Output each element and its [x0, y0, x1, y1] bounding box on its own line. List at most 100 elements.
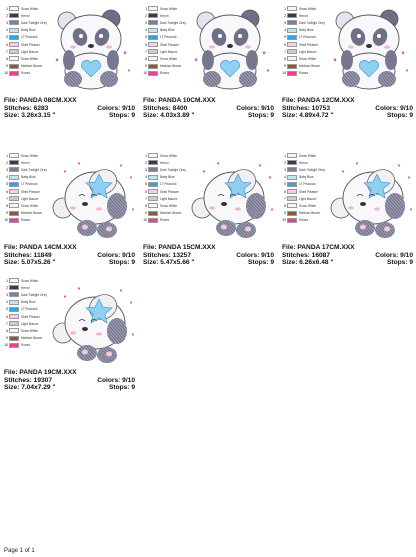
color-number: 6	[6, 42, 8, 47]
color-legend-row: 4 Baby Blue	[142, 174, 202, 181]
color-number: 9	[6, 64, 8, 69]
design-size: Size: 4.89x4.72 "	[282, 112, 334, 119]
color-name: Dark Twilight Grey	[21, 167, 47, 172]
color-swatch	[148, 27, 158, 33]
color-legend-row: 1 Snow White	[281, 152, 341, 159]
color-name: Medium Brown	[21, 336, 43, 341]
color-number: 10	[143, 218, 147, 223]
heart-icon	[270, 208, 274, 211]
color-number: 7	[145, 49, 147, 54]
color-legend-row: 9 Medium Brown	[142, 63, 202, 70]
color-name: Medium Brown	[299, 64, 321, 69]
color-swatch	[148, 34, 158, 40]
color-swatch	[9, 306, 19, 312]
design-info: File: PANDA 17CM.XXX Stitches: 16087 Color…	[282, 244, 413, 267]
file-name: File: PANDA 19CM.XXX	[4, 369, 77, 376]
stop-count: Stops: 9	[108, 112, 135, 119]
color-legend-row: 9 Medium Brown	[3, 63, 63, 70]
stitch-count: Stitches: 6283	[4, 104, 49, 112]
heart-icon	[131, 208, 135, 211]
color-swatch	[148, 42, 158, 48]
color-number: 6	[284, 189, 286, 194]
heart-icon	[258, 164, 262, 167]
color-legend-row: 8 Snow White	[142, 202, 202, 209]
color-swatch	[9, 203, 19, 209]
color-name: Roses	[21, 343, 31, 348]
color-name: Heron	[299, 13, 308, 18]
color-legend-row: 10 Roses	[142, 70, 202, 77]
color-legend-row: 1 Snow White	[142, 5, 202, 12]
stitch-count: Stitches: 19307	[4, 376, 53, 384]
color-swatch	[287, 203, 297, 209]
color-legend-row: 2 Heron	[3, 159, 63, 166]
color-name: Roses	[21, 218, 31, 223]
color-swatch	[9, 42, 19, 48]
color-swatch	[148, 196, 158, 202]
color-legend-row: 3 Dark Twilight Grey	[3, 166, 63, 173]
design-preview	[142, 150, 275, 245]
color-swatch	[9, 63, 19, 69]
color-name: LT Peacock	[160, 182, 177, 187]
color-swatch	[148, 160, 158, 166]
color-name: Dark Twilight Grey	[160, 20, 186, 25]
color-name: Light Mauve	[21, 321, 39, 326]
heart-icon	[397, 164, 401, 167]
heart-icon	[119, 164, 123, 167]
color-number: 10	[282, 71, 286, 76]
design-card: 1 Snow White 2 Heron 3 Dark Twilight Grey 4 Bab…	[3, 3, 136, 128]
design-preview	[3, 275, 136, 370]
color-legend-row: 8 Snow White	[3, 327, 63, 334]
color-legend-row: 7 Light Mauve	[3, 48, 63, 55]
color-number: 2	[6, 160, 8, 165]
color-name: Baby Blue	[21, 28, 36, 33]
design-preview	[3, 150, 136, 245]
color-legend-row: 3 Dark Twilight Grey	[281, 166, 341, 173]
color-name: Dark Twilight Grey	[21, 292, 47, 297]
stitch-count: Stitches: 16087	[282, 251, 331, 259]
color-swatch	[9, 160, 19, 166]
color-name: Medium Brown	[299, 211, 321, 216]
color-number: 6	[6, 314, 8, 319]
color-number: 9	[284, 64, 286, 69]
color-swatch	[9, 13, 19, 19]
design-card: 1 Snow White 2 Heron 3 Dark Twilight Grey 4 Bab…	[281, 3, 414, 128]
heart-icon	[194, 58, 198, 62]
color-number: 6	[145, 42, 147, 47]
color-name: Snow White	[21, 56, 39, 61]
color-swatch	[9, 299, 19, 305]
design-info: File: PANDA 15CM.XXX Stitches: 13257 Color…	[143, 244, 274, 267]
color-name: Snow White	[21, 6, 39, 11]
color-number: 3	[6, 20, 8, 25]
color-legend-row: 10 Roses	[281, 70, 341, 77]
color-legend-row: 8 Snow White	[281, 202, 341, 209]
color-name: LT Peacock	[299, 35, 316, 40]
color-swatch	[9, 217, 19, 223]
color-legend-row: 6 Shell Pleaser	[142, 188, 202, 195]
color-swatch	[287, 6, 297, 12]
color-swatch	[287, 181, 297, 187]
color-name: Roses	[299, 71, 309, 76]
color-name: Shell Pleaser	[21, 42, 40, 47]
color-legend-row: 3 Dark Twilight Grey	[281, 19, 341, 26]
color-number: 10	[4, 218, 8, 223]
color-legend-row: 1 Snow White	[3, 152, 63, 159]
color-swatch	[148, 49, 158, 55]
color-name: Light Mauve	[21, 196, 39, 201]
color-number: 5	[6, 182, 8, 187]
design-size: Size: 3.26x3.15 "	[4, 112, 56, 119]
color-name: LT Peacock	[160, 35, 177, 40]
panda-illustration	[333, 9, 409, 90]
color-number: 4	[284, 28, 286, 33]
color-name: Heron	[21, 285, 30, 290]
color-number: 10	[143, 71, 147, 76]
color-legend: 1 Snow White 2 Heron 3 Dark Twilight Grey 4 Bab…	[281, 5, 341, 77]
color-number: 3	[6, 167, 8, 172]
color-swatch	[148, 181, 158, 187]
color-swatch	[287, 189, 297, 195]
color-legend-row: 2 Heron	[281, 159, 341, 166]
color-name: Shell Pleaser	[299, 42, 318, 47]
color-legend-row: 3 Dark Twilight Grey	[3, 19, 63, 26]
color-number: 3	[145, 20, 147, 25]
panda-illustration	[52, 162, 135, 238]
heart-icon	[129, 176, 133, 179]
